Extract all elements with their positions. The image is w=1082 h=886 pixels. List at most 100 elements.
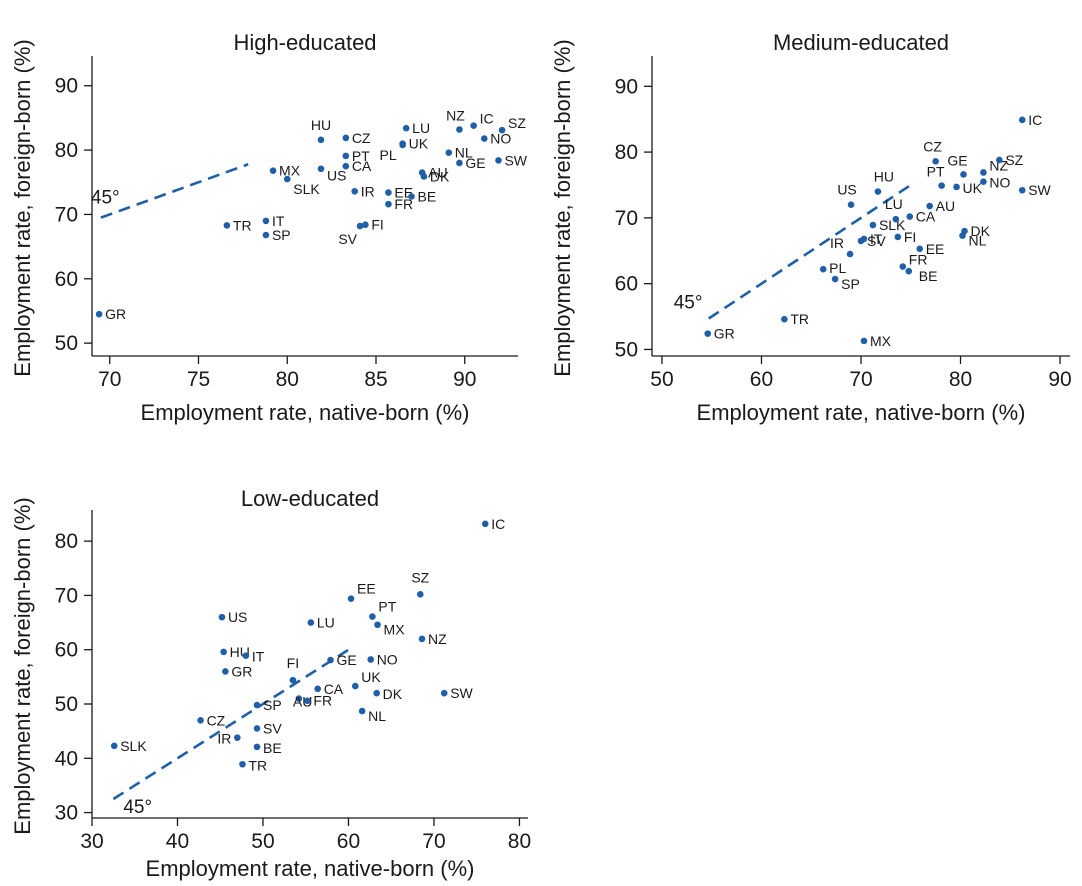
data-point-sw <box>1018 186 1026 194</box>
point-label-no: NO <box>490 131 511 147</box>
point-label-fr: FR <box>313 693 332 709</box>
data-point-fr <box>385 200 392 208</box>
data-point-gr <box>95 310 103 318</box>
data-point-mx <box>269 167 277 174</box>
point-label-no: NO <box>989 175 1010 191</box>
point-label-fr: FR <box>394 196 413 212</box>
point-label-ge: GE <box>947 152 967 168</box>
point-label-tr: TR <box>233 217 252 233</box>
data-point-ca <box>314 685 321 693</box>
data-point-be <box>905 267 913 275</box>
point-label-nl: NL <box>455 145 473 161</box>
point-label-ca: CA <box>352 158 372 174</box>
point-label-ee: EE <box>357 581 376 597</box>
data-point-it <box>262 217 270 225</box>
point-label-mx: MX <box>870 333 892 349</box>
reference-line-45 <box>100 163 249 219</box>
data-point-sp <box>253 701 261 709</box>
y-axis-title: Employment rate, foreign-born (%) <box>10 39 35 376</box>
x-tick-label: 80 <box>508 830 531 853</box>
data-point-slk <box>283 175 291 183</box>
point-label-tr: TR <box>790 311 809 327</box>
data-point-gr <box>704 330 712 337</box>
data-point-ir <box>351 187 359 195</box>
x-tick-label: 70 <box>98 368 121 391</box>
point-label-cz: CZ <box>352 130 371 146</box>
point-label-fi: FI <box>371 217 383 233</box>
point-label-it: IT <box>252 649 265 665</box>
point-label-us: US <box>228 609 247 625</box>
panel-title: Low-educated <box>241 486 379 511</box>
data-point-tr <box>239 760 246 768</box>
data-point-ge <box>456 159 463 167</box>
point-label-lu: LU <box>317 615 335 631</box>
data-point-sz <box>498 126 506 134</box>
point-label-sv: SV <box>867 233 886 249</box>
x-tick-label: 80 <box>276 368 299 391</box>
data-point-dk <box>420 173 428 180</box>
reference-line-45 <box>708 183 912 320</box>
y-tick-label: 60 <box>55 639 78 662</box>
x-axis-title: Employment rate, native-born (%) <box>697 400 1026 425</box>
point-label-sz: SZ <box>1005 152 1023 168</box>
y-tick-label: 80 <box>55 139 78 162</box>
y-tick-label: 80 <box>615 141 638 164</box>
data-point-ir <box>234 734 241 741</box>
data-point-gr <box>222 668 229 675</box>
point-label-gr: GR <box>714 326 735 342</box>
point-label-ir: IR <box>217 731 231 747</box>
data-point-hu <box>874 188 882 195</box>
point-label-gr: GR <box>105 306 126 322</box>
point-label-us: US <box>837 182 856 198</box>
y-tick-label: 40 <box>55 747 78 770</box>
data-point-fi <box>894 233 902 241</box>
data-point-nl <box>358 707 366 715</box>
data-point-mx <box>374 621 381 629</box>
data-point-ee <box>916 245 924 253</box>
point-label-gr: GR <box>231 663 252 679</box>
point-label-sw: SW <box>1028 182 1051 198</box>
point-label-slk: SLK <box>293 181 320 197</box>
x-tick-label: 90 <box>1048 368 1071 391</box>
point-label-sv: SV <box>263 720 282 736</box>
y-tick-label: 70 <box>55 584 78 607</box>
data-point-pt <box>938 182 945 189</box>
data-point-sp <box>262 231 270 239</box>
data-point-hu <box>317 136 325 144</box>
scatter-panel-3: 30 40 50 60 70 80 30 40 50 60 70 80 Low-educated Empl… <box>10 486 531 881</box>
data-point-sv <box>356 222 364 230</box>
point-label-it: IT <box>272 213 285 229</box>
data-point-cz <box>342 134 350 142</box>
data-point-nl <box>445 149 453 156</box>
point-label-mx: MX <box>384 622 406 638</box>
point-label-be: BE <box>418 188 437 204</box>
data-point-sw <box>440 689 448 697</box>
point-label-sw: SW <box>504 152 527 168</box>
data-point-tr <box>781 315 788 323</box>
data-point-us <box>847 201 855 209</box>
data-point-pt <box>369 613 376 620</box>
data-point-it <box>242 652 250 659</box>
data-point-ic <box>481 520 489 528</box>
point-label-au: AU <box>428 165 447 181</box>
y-axis-title: Employment rate, foreign-born (%) <box>550 39 575 376</box>
x-tick-label: 40 <box>166 830 189 853</box>
data-point-fi <box>362 221 369 229</box>
data-point-lu <box>307 619 315 626</box>
data-point-ee <box>385 189 392 196</box>
data-point-cz <box>197 716 204 724</box>
data-point-it <box>860 235 868 243</box>
data-point-uk <box>352 682 359 690</box>
point-label-ca: CA <box>916 209 936 225</box>
data-point-ic <box>470 122 477 129</box>
y-tick-label: 60 <box>55 268 78 291</box>
point-label-slk: SLK <box>879 217 906 233</box>
data-point-no <box>367 656 374 663</box>
point-label-au: AU <box>936 198 955 214</box>
panel-title: Medium-educated <box>773 30 949 55</box>
data-point-nz <box>418 635 426 643</box>
data-point-ge <box>960 171 967 178</box>
data-point-nz <box>456 126 463 133</box>
point-label-cz: CZ <box>207 712 226 728</box>
data-point-ca <box>342 162 350 170</box>
